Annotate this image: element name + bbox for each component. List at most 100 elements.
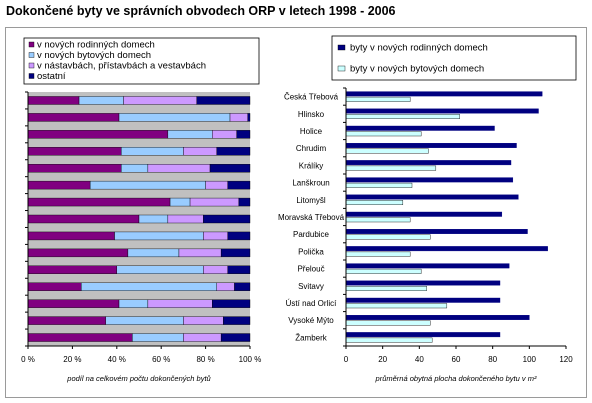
left-legend-label: v nástavbách, přístavbách a vestavbách (37, 61, 206, 72)
right-bar (345, 217, 411, 223)
left-bar-segment (27, 333, 133, 342)
category-label: Chrudim (296, 144, 327, 153)
left-bar-segment (27, 316, 106, 325)
left-x-tick-label: 40 % (108, 355, 126, 364)
left-bar-segment (167, 130, 213, 139)
left-bar-segment (216, 147, 251, 156)
left-bar-segment (147, 299, 213, 308)
left-bar-segment (27, 180, 91, 190)
left-bar-segment (27, 96, 80, 105)
left-x-tick-label: 80 % (196, 355, 214, 364)
left-bar-segment (220, 248, 251, 258)
left-bar-segment (247, 113, 251, 122)
left-bar-segment (27, 147, 122, 156)
right-bar (345, 131, 422, 137)
left-bar-segment (209, 163, 251, 173)
right-bar (345, 194, 519, 200)
right-x-axis-title: průměrná obytná plocha dokončeného bytu … (375, 374, 537, 383)
left-bar-segment (27, 163, 122, 173)
left-bar-segment (203, 231, 229, 241)
left-bar-segment (127, 248, 180, 258)
left-bar-segment (196, 96, 251, 105)
left-bar-segment (132, 333, 184, 342)
right-bar (345, 108, 539, 114)
category-label: Polička (298, 247, 324, 256)
left-bar-segment (27, 197, 171, 207)
charts-svg: 0 % 20 % 40 % 60 % 80 % 100 % podíl na celkové… (21, 35, 577, 383)
right-bar (345, 228, 528, 234)
left-bar-segment (229, 113, 248, 122)
left-legend-box (23, 37, 260, 85)
left-bar-segment (236, 130, 251, 139)
left-bar-segment (167, 214, 204, 224)
right-bar (345, 332, 501, 338)
right-bar (345, 337, 433, 343)
right-bar (345, 114, 460, 120)
right-bar (345, 200, 404, 206)
category-label: Králíky (299, 161, 323, 170)
category-label: Svitavy (298, 282, 324, 291)
left-bar-segment (238, 197, 251, 207)
right-bar (345, 263, 510, 269)
left-x-axis-title: podíl na celkovém počtu dokončených bytů (66, 374, 211, 383)
right-bar (345, 91, 543, 97)
page-title: Dokončené byty ve správních obvodech ORP… (6, 4, 396, 18)
right-bar (345, 315, 530, 320)
right-legend-label: byty v nových bytových domech (350, 64, 484, 75)
left-bar-segment (212, 130, 237, 139)
right-legend-swatch (337, 44, 346, 51)
category-label: Litomyšl (296, 196, 326, 205)
right-bar (345, 303, 448, 309)
right-x-tick-label: 20 (378, 355, 387, 364)
category-label: Holice (300, 127, 323, 136)
left-bar-segment (220, 333, 251, 342)
left-bar-segment (227, 180, 251, 190)
left-x-tick-label: 0 % (21, 355, 35, 364)
right-x-tick-label: 120 (559, 355, 573, 364)
left-bar-segment (203, 214, 251, 224)
left-bar-segment (27, 282, 82, 291)
left-legend-label: v nových rodinných domech (37, 40, 155, 51)
right-bar (345, 268, 422, 274)
right-bar (345, 160, 512, 166)
chart-frame: 0 % 20 % 40 % 60 % 80 % 100 % podíl na celkové… (5, 27, 587, 398)
left-bar-segment (227, 265, 251, 275)
left-bar-segment (169, 197, 191, 207)
left-bar-segment (121, 147, 184, 156)
right-bar (345, 148, 429, 154)
left-bar-segment (27, 113, 120, 122)
left-bar-segment (118, 113, 231, 122)
left-bar-segment (121, 163, 149, 173)
left-bar-segment (123, 96, 197, 105)
left-bar-segment (178, 248, 222, 258)
right-bar (345, 211, 503, 217)
left-bar-segment (27, 214, 140, 224)
left-bar-segment (138, 214, 169, 224)
left-bar-segment (27, 265, 118, 275)
right-bar (345, 96, 411, 102)
left-bar-segment (27, 231, 115, 241)
right-bar (345, 177, 514, 183)
left-legend-label: v nových bytových domech (37, 50, 151, 61)
right-x-tick-label: 0 (344, 355, 349, 364)
left-bar-segment (183, 333, 222, 342)
left-bar-segment (227, 231, 251, 241)
left-bar-segment (234, 282, 251, 291)
left-legend-swatch (28, 73, 35, 79)
right-bar (345, 234, 431, 240)
left-bar-segment (118, 299, 149, 308)
right-x-tick-label: 40 (415, 355, 424, 364)
category-label: Ústí nad Orlicí (286, 299, 337, 308)
right-x-tick-label: 80 (488, 355, 497, 364)
left-bar-segment (212, 299, 251, 308)
left-legend-swatch (28, 62, 35, 69)
left-legend-label: ostatní (37, 71, 66, 82)
category-label: Česká Třebová (284, 93, 339, 102)
category-label: Moravská Třebová (278, 213, 345, 222)
left-bar-segment (216, 282, 235, 291)
right-bar (345, 251, 411, 257)
left-bar-segment (203, 265, 229, 275)
left-bar-segment (27, 248, 129, 258)
category-label: Pardubice (293, 230, 330, 239)
left-bar-segment (78, 96, 124, 105)
